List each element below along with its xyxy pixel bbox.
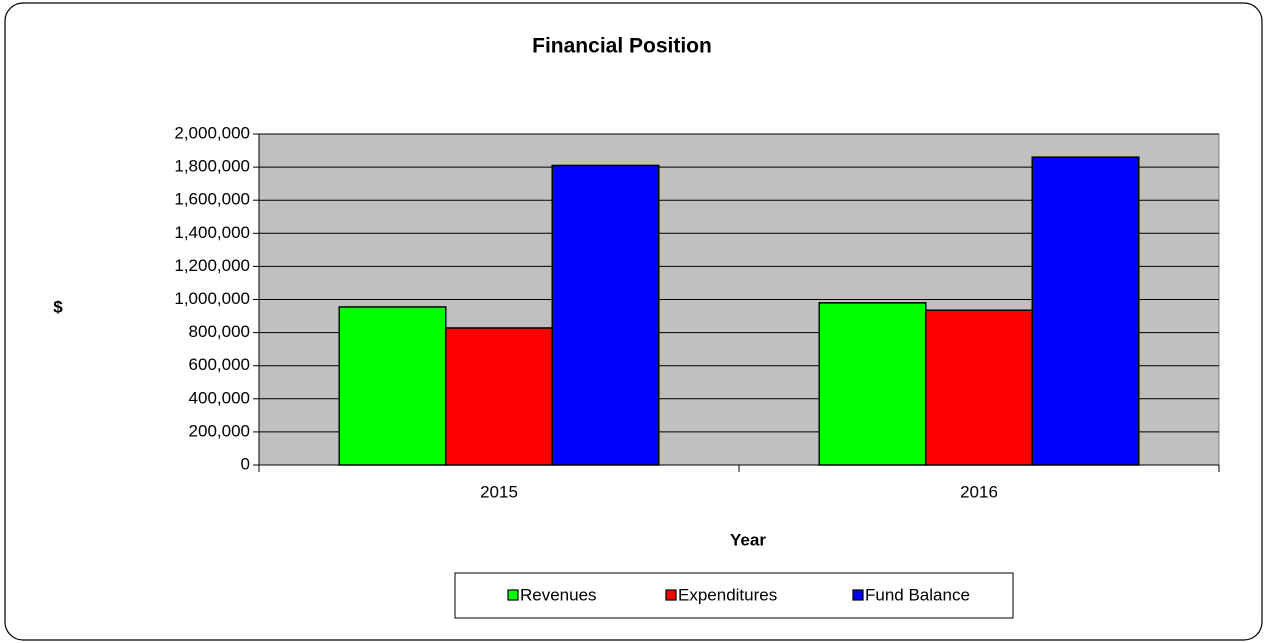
y-axis-label: $ <box>53 297 63 316</box>
bar <box>338 306 447 466</box>
y-tick-label: 1,000,000 <box>174 289 250 308</box>
y-tick-label: 1,200,000 <box>174 256 250 275</box>
bar <box>818 302 927 466</box>
legend-box <box>454 572 1014 619</box>
x-tick-label: 2016 <box>960 482 998 501</box>
y-tick-label: 0 <box>241 454 250 473</box>
y-tick-label: 800,000 <box>189 322 250 341</box>
legend-marker <box>665 589 677 601</box>
legend-label: Fund Balance <box>865 585 970 604</box>
bar <box>551 164 660 466</box>
x-tick-label: 2015 <box>480 482 518 501</box>
y-tick-label: 1,600,000 <box>174 190 250 209</box>
chart-title: Financial Position <box>532 35 712 58</box>
legend-label: Expenditures <box>678 585 777 604</box>
bar <box>925 309 1033 466</box>
bar <box>445 327 553 466</box>
legend-marker <box>507 589 519 601</box>
y-tick-label: 1,400,000 <box>174 223 250 242</box>
y-tick-label: 2,000,000 <box>174 123 250 142</box>
legend-marker <box>852 589 864 601</box>
legend-label: Revenues <box>520 585 597 604</box>
y-tick-label: 400,000 <box>189 388 250 407</box>
y-tick-label: 600,000 <box>189 355 250 374</box>
bar <box>1031 156 1140 466</box>
y-tick-label: 1,800,000 <box>174 157 250 176</box>
x-axis-label: Year <box>730 530 766 549</box>
y-tick-label: 200,000 <box>189 421 250 440</box>
